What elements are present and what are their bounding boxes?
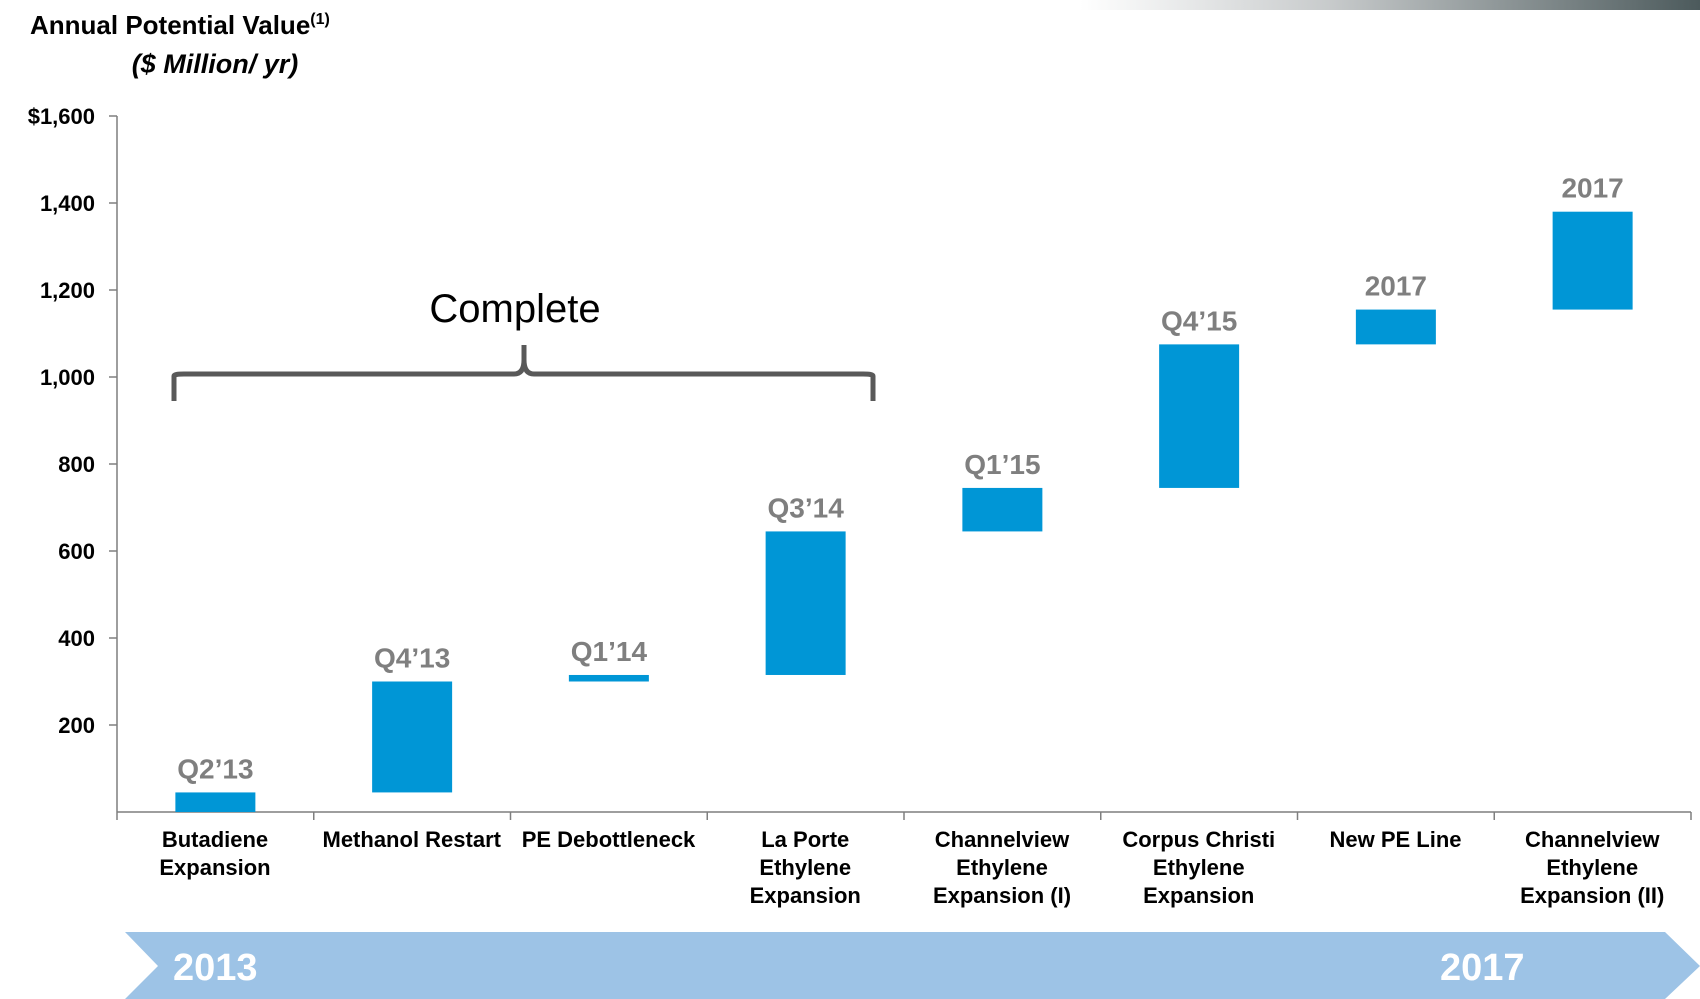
bar-annotation: Q4’13 [374, 643, 450, 674]
bar [765, 531, 846, 675]
bar-annotation: 2017 [1365, 271, 1427, 302]
bar [962, 487, 1043, 532]
x-tick-label: Corpus Christi Ethylene Expansion [1122, 827, 1276, 908]
y-tick-label: 1,400 [40, 191, 95, 216]
y-tick-label: 800 [58, 452, 95, 477]
bar-annotation: Q1’14 [571, 636, 648, 667]
y-tick-label: 200 [58, 713, 95, 738]
bar [372, 681, 453, 793]
timeline-arrow [125, 932, 1700, 999]
x-tick-label: Butadiene Expansion [159, 827, 271, 880]
bracket-label: Complete [429, 287, 600, 331]
bar [1159, 344, 1240, 488]
timeline-start: 2013 [173, 947, 258, 989]
y-tick-label: $1,600 [28, 104, 95, 129]
bar-annotation: 2017 [1561, 173, 1623, 204]
footnote-mark: (1) [310, 11, 330, 28]
x-tick-label: La Porte Ethylene Expansion [749, 827, 861, 908]
bar [568, 674, 649, 682]
y-tick-label: 1,000 [40, 365, 95, 390]
x-tick-label: Channelview Ethylene Expansion (I) [932, 827, 1072, 908]
x-tick-label: Methanol Restart [322, 827, 501, 852]
header-image [1080, 0, 1700, 10]
bar [1552, 211, 1633, 310]
y-tick-label: 1,200 [40, 278, 95, 303]
complete-bracket [171, 345, 876, 401]
bar-annotation: Q3’14 [767, 492, 844, 523]
bar [175, 792, 256, 812]
bar-annotation: Q4’15 [1161, 305, 1237, 336]
x-tick-label: Channelview Ethylene Expansion (II) [1520, 827, 1665, 908]
axis-subtitle: ($ Million/ yr) [132, 49, 299, 79]
bar-annotation: Q2’13 [177, 753, 253, 784]
y-tick-label: 400 [58, 626, 95, 651]
y-tick-label: 600 [58, 539, 95, 564]
axis-title-text: Annual Potential Value [30, 10, 310, 40]
x-tick-label: New PE Line [1329, 827, 1462, 852]
timeline-end: 2017 [1440, 947, 1525, 989]
bar-annotation: Q1’15 [964, 449, 1040, 480]
x-tick-label: PE Debottleneck [521, 827, 696, 852]
axis-title: Annual Potential Value(1) [30, 10, 330, 40]
bar [1355, 309, 1436, 345]
